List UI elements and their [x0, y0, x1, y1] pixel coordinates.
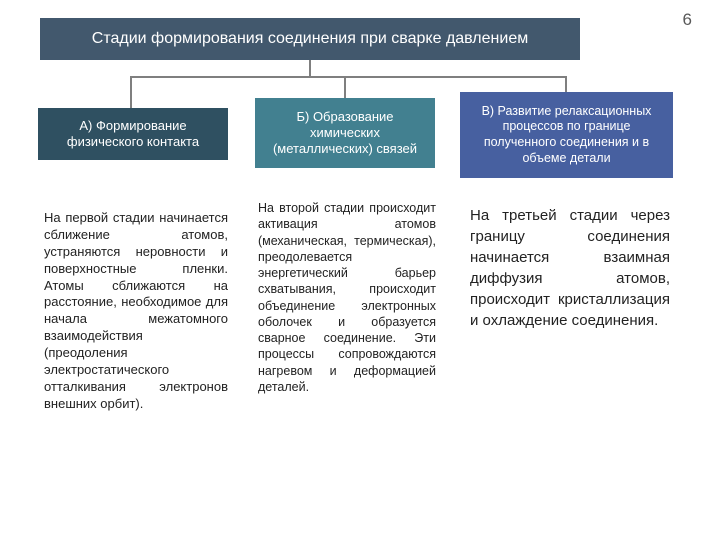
header-title: Стадии формирования соединения при сварк… — [40, 18, 580, 60]
stage-box-b: Б) Образование химических (металлических… — [255, 98, 435, 168]
connector-bus — [130, 76, 566, 78]
stage-description-b: На второй стадии происходит активация ат… — [258, 200, 436, 395]
connector-drop-b — [344, 76, 346, 98]
connector-main — [309, 60, 311, 76]
stage-box-c: В) Развитие релаксационных процессов по … — [460, 92, 673, 178]
stage-box-a: А) Формирование физического контакта — [38, 108, 228, 160]
stage-description-a: На первой стадии начинается сближение ат… — [44, 210, 228, 413]
stage-description-c: На третьей стадии через границу соединен… — [470, 205, 670, 331]
connector-drop-c — [565, 76, 567, 92]
connector-drop-a — [130, 76, 132, 108]
page-number: 6 — [683, 10, 692, 30]
